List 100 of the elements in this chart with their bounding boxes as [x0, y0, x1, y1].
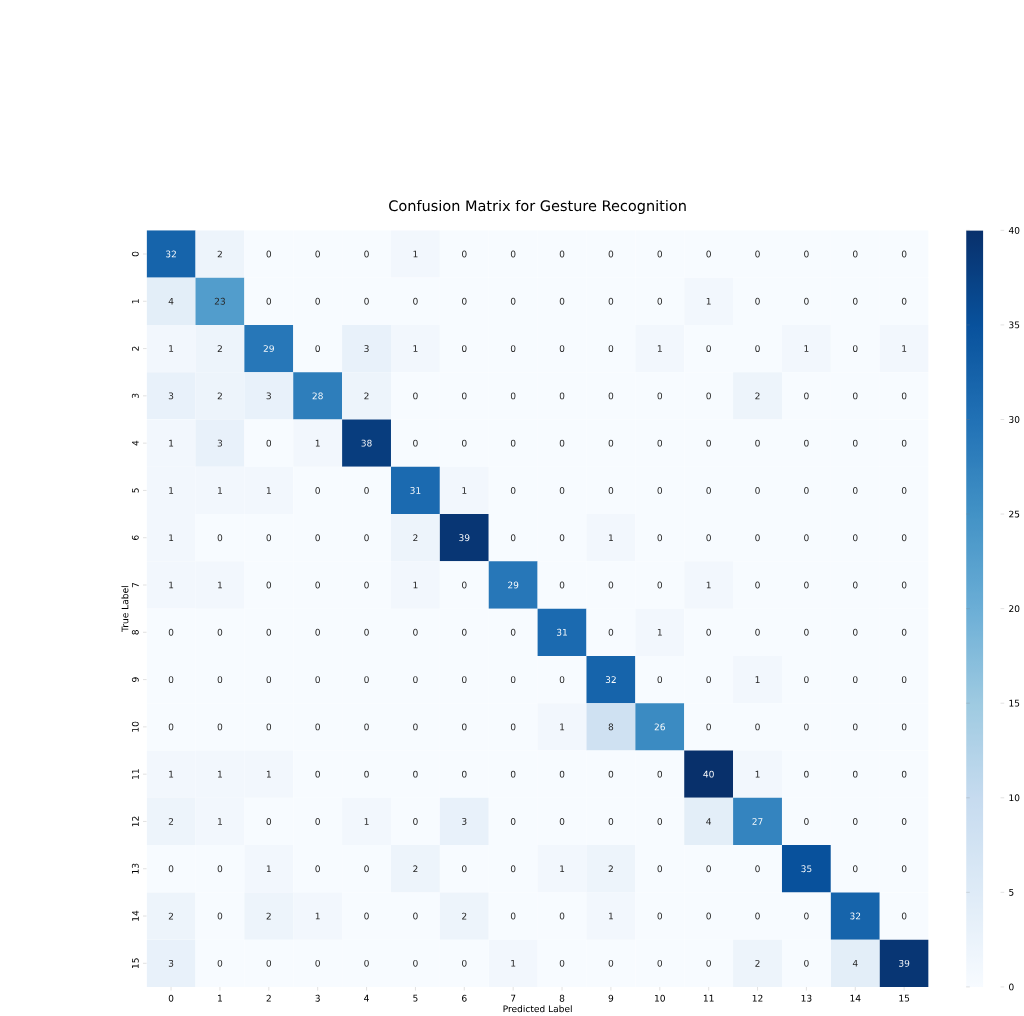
- y-tick-label: 4: [132, 440, 139, 446]
- data-label: 0: [413, 912, 418, 920]
- color-bar-label: 0: [1009, 983, 1014, 991]
- data-label: 8: [608, 723, 614, 731]
- data-label: 0: [217, 676, 223, 683]
- data-label: 0: [657, 581, 663, 589]
- data-label: 0: [901, 534, 907, 542]
- data-label: 28: [312, 392, 323, 400]
- data-label: 0: [657, 865, 663, 873]
- data-label: 0: [315, 817, 320, 825]
- data-label: 0: [755, 486, 760, 494]
- data-label: 0: [217, 959, 223, 967]
- data-label: 0: [217, 723, 223, 731]
- data-label: 0: [755, 345, 760, 352]
- data-label: 1: [169, 534, 174, 541]
- data-label: 0: [559, 912, 565, 920]
- data-label: 0: [462, 297, 467, 305]
- data-label: 0: [559, 817, 565, 825]
- data-label: 0: [608, 486, 614, 494]
- data-label: 1: [413, 345, 418, 352]
- data-label: 0: [804, 628, 809, 636]
- data-label: 2: [217, 250, 222, 258]
- data-label: 0: [755, 250, 760, 258]
- data-label: 0: [510, 817, 516, 825]
- data-label: 2: [608, 865, 613, 872]
- data-label: 0: [901, 770, 907, 778]
- data-label: 0: [315, 581, 320, 589]
- x-tick-label: 14: [850, 994, 861, 1002]
- data-label: 0: [510, 628, 516, 636]
- data-label: 29: [263, 345, 274, 352]
- data-label: 0: [413, 439, 418, 447]
- data-label: 0: [510, 912, 516, 920]
- color-bar-label: 20: [1009, 605, 1020, 612]
- y-tick-label: 2: [132, 346, 139, 351]
- x-tick-label: 7: [511, 994, 516, 1002]
- data-label: 0: [364, 486, 369, 494]
- data-label: 0: [217, 912, 223, 920]
- data-label: 0: [559, 959, 565, 967]
- data-label: 0: [706, 628, 711, 636]
- data-label: 0: [559, 676, 565, 683]
- data-label: 0: [462, 723, 467, 731]
- data-label: 0: [755, 628, 760, 636]
- data-label: 26: [654, 723, 665, 731]
- data-label: 0: [559, 581, 565, 589]
- data-label: 0: [706, 534, 711, 542]
- data-label: 0: [706, 439, 711, 447]
- data-label: 1: [609, 534, 613, 541]
- y-tick-label: 3: [131, 393, 139, 398]
- data-label: 1: [169, 439, 174, 447]
- data-label: 1: [364, 818, 369, 825]
- data-label: 0: [706, 959, 711, 967]
- data-label: 39: [459, 534, 470, 542]
- data-label: 0: [413, 676, 418, 683]
- x-tick-label: 9: [608, 994, 614, 1002]
- x-tick-label: 15: [899, 994, 910, 1002]
- data-label: 0: [364, 534, 369, 542]
- data-label: 0: [657, 439, 663, 447]
- x-tick-label: 10: [655, 994, 665, 1002]
- data-label: 32: [850, 912, 861, 920]
- data-label: 1: [169, 770, 174, 778]
- x-axis-title: Predicted Label: [503, 1005, 572, 1013]
- color-bar-label: 40: [1008, 226, 1020, 234]
- data-label: 0: [364, 912, 369, 920]
- data-label: 0: [364, 865, 369, 873]
- data-label: 0: [217, 628, 223, 636]
- data-label: 0: [315, 865, 320, 873]
- data-label: 0: [266, 297, 272, 305]
- x-tick-label: 4: [364, 994, 369, 1002]
- data-label: 0: [462, 345, 467, 352]
- data-label: 1: [315, 912, 320, 920]
- data-label: 0: [315, 676, 320, 683]
- y-tick-label: 1: [132, 299, 139, 304]
- data-label: 1: [657, 345, 662, 352]
- data-label: 0: [168, 628, 174, 636]
- data-label: 0: [364, 628, 369, 636]
- data-label: 2: [364, 392, 369, 400]
- data-label: 0: [462, 770, 467, 778]
- data-label: 0: [559, 345, 565, 352]
- data-label: 1: [266, 770, 271, 778]
- data-label: 0: [657, 817, 663, 825]
- x-tick-label: 11: [703, 994, 714, 1002]
- data-label: 0: [510, 865, 516, 873]
- data-label: 0: [657, 534, 663, 542]
- data-label: 0: [853, 439, 858, 447]
- y-tick-label: 10: [131, 721, 139, 732]
- data-label: 4: [168, 297, 174, 305]
- data-label: 0: [755, 581, 760, 589]
- data-label: 0: [266, 628, 272, 636]
- data-label: 0: [608, 628, 614, 636]
- data-label: 2: [413, 865, 418, 872]
- data-label: 40: [703, 770, 714, 778]
- data-label: 0: [462, 392, 467, 400]
- data-label: 31: [556, 628, 567, 636]
- data-label: 39: [899, 959, 910, 967]
- data-label: 0: [315, 628, 320, 636]
- data-label: 0: [804, 912, 809, 920]
- data-label: 0: [510, 345, 516, 352]
- data-label: 0: [804, 486, 809, 494]
- data-label: 1: [218, 581, 222, 589]
- data-label: 32: [165, 250, 176, 258]
